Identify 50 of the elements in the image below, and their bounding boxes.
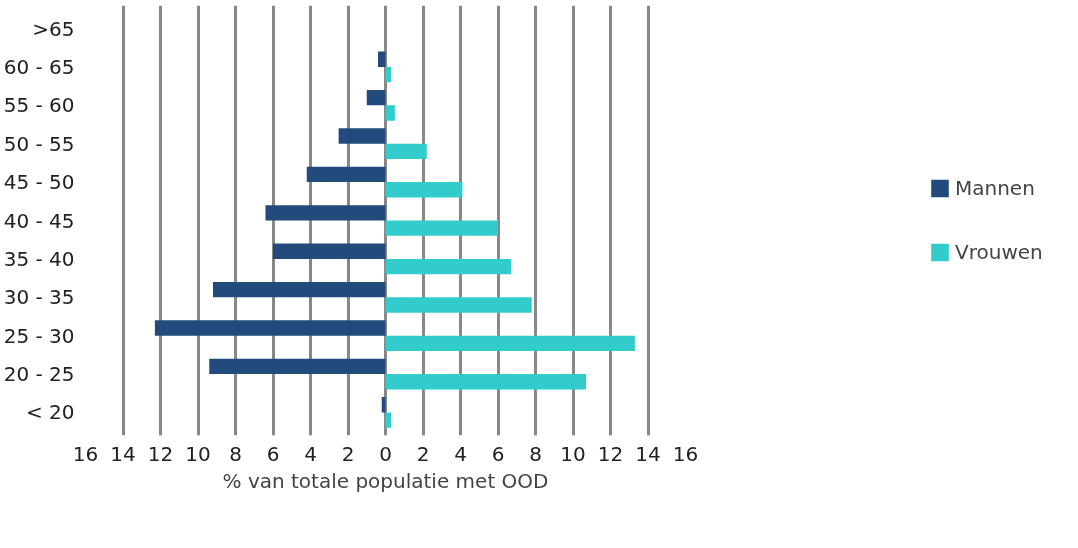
- x-tick-label: 12: [597, 441, 624, 466]
- x-tick-label: 0: [379, 441, 392, 466]
- y-tick-label: 25 - 30: [3, 323, 75, 348]
- x-tick-label: 14: [635, 441, 661, 466]
- bar: [385, 258, 512, 275]
- x-tick-label: 10: [185, 441, 211, 466]
- x-tick-label: 10: [560, 441, 586, 466]
- x-tick-label: 4: [454, 441, 467, 466]
- bar: [378, 51, 386, 67]
- x-tick-label: 4: [304, 441, 317, 466]
- y-tick-label: 20 - 25: [3, 362, 75, 387]
- x-tick-label: 12: [147, 441, 174, 466]
- bar: [385, 220, 498, 236]
- bar: [306, 166, 386, 183]
- y-tick-label: 40 - 45: [3, 208, 75, 233]
- y-tick-label: 50 - 55: [3, 131, 75, 156]
- bar: [273, 243, 386, 259]
- bar: [213, 281, 386, 298]
- x-tick-label: 2: [416, 441, 430, 466]
- y-tick-label: 45 - 50: [3, 170, 75, 195]
- bar: [385, 412, 392, 428]
- x-tick-label: 8: [529, 441, 542, 466]
- y-tick-label: 60 - 65: [3, 54, 75, 79]
- x-tick-label: 8: [229, 441, 242, 466]
- x-tick-label: 16: [672, 441, 699, 466]
- bar: [265, 205, 386, 221]
- x-tick-label: 2: [341, 441, 355, 466]
- bar: [385, 374, 587, 390]
- x-tick-label: 14: [110, 441, 136, 466]
- x-tick-label: 16: [72, 441, 99, 466]
- bar: [385, 105, 395, 121]
- bar: [381, 397, 386, 413]
- bar: [338, 128, 386, 144]
- y-tick-label: < 20: [25, 400, 75, 425]
- bar: [209, 358, 386, 375]
- x-tick-label: 6: [266, 441, 280, 466]
- y-tick-label: >65: [32, 16, 75, 41]
- bar: [366, 89, 386, 106]
- legend-label: Vrouwen: [955, 240, 1044, 264]
- bar: [385, 335, 635, 352]
- x-tick-label: 6: [491, 441, 505, 466]
- y-tick-label: 30 - 35: [3, 285, 75, 310]
- x-axis-title: % van totale populatie met OOD: [222, 468, 549, 493]
- bar: [154, 320, 386, 336]
- y-tick-label: 55 - 60: [3, 93, 75, 118]
- y-tick-label: 35 - 40: [3, 246, 75, 271]
- bar: [385, 143, 427, 160]
- bar: [385, 297, 532, 313]
- bar: [385, 182, 463, 198]
- legend-label: Mannen: [955, 176, 1036, 200]
